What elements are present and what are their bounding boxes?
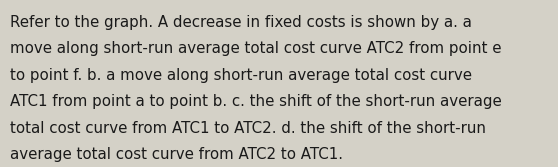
Text: total cost curve from ATC1 to ATC2. d. the shift of the short-run: total cost curve from ATC1 to ATC2. d. t…: [10, 121, 486, 136]
Text: Refer to the graph. A decrease in fixed costs is shown by a. a: Refer to the graph. A decrease in fixed …: [10, 15, 472, 30]
Text: to point f. b. a move along short-run average total cost curve: to point f. b. a move along short-run av…: [10, 68, 472, 83]
Text: move along short-run average total cost curve ATC2 from point e: move along short-run average total cost …: [10, 41, 502, 56]
Text: ATC1 from point a to point b. c. the shift of the short-run average: ATC1 from point a to point b. c. the shi…: [10, 94, 502, 109]
Text: average total cost curve from ATC2 to ATC1.: average total cost curve from ATC2 to AT…: [10, 147, 343, 162]
